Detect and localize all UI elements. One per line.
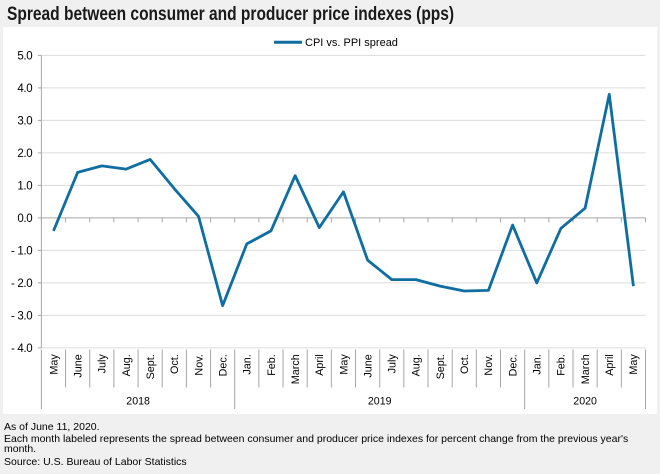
svg-text:2019: 2019 (368, 395, 392, 407)
svg-text:2020: 2020 (573, 395, 597, 407)
svg-text:2018: 2018 (126, 395, 150, 407)
svg-text:Feb.: Feb. (556, 354, 568, 376)
svg-text:CPI vs. PPI spread: CPI vs. PPI spread (305, 37, 398, 49)
svg-text:Nov.: Nov. (193, 354, 205, 375)
svg-text:Aug.: Aug. (411, 354, 423, 376)
svg-text:May: May (48, 354, 60, 375)
svg-text:Dec.: Dec. (217, 354, 229, 376)
svg-text:July: July (97, 354, 109, 374)
svg-text:Sept.: Sept. (145, 354, 157, 379)
svg-text:April: April (604, 354, 616, 376)
svg-text:May: May (628, 354, 640, 375)
svg-text:June: June (362, 354, 374, 377)
svg-text:Oct.: Oct. (169, 354, 181, 374)
svg-text:Sept.: Sept. (435, 354, 447, 379)
svg-text:March: March (580, 354, 592, 384)
svg-text:0.0: 0.0 (17, 213, 32, 225)
svg-text:Feb.: Feb. (266, 354, 278, 376)
svg-text:Jan.: Jan. (532, 354, 544, 374)
svg-text:4.0: 4.0 (17, 83, 32, 95)
svg-text:July: July (387, 354, 399, 374)
svg-text:- 2.0: - 2.0 (11, 278, 32, 290)
svg-text:June: June (72, 354, 84, 377)
svg-text:- 1.0: - 1.0 (11, 245, 32, 257)
svg-text:May: May (338, 354, 350, 375)
svg-text:Oct.: Oct. (459, 354, 471, 374)
svg-text:Jan.: Jan. (242, 354, 254, 374)
svg-text:April: April (314, 354, 326, 376)
svg-text:3.0: 3.0 (17, 115, 32, 127)
svg-text:5.0: 5.0 (17, 50, 32, 62)
svg-text:2.0: 2.0 (17, 148, 32, 160)
svg-text:Aug.: Aug. (121, 354, 133, 376)
svg-text:1.0: 1.0 (17, 180, 32, 192)
svg-text:March: March (290, 354, 302, 384)
svg-text:- 4.0: - 4.0 (11, 343, 32, 355)
svg-text:- 3.0: - 3.0 (11, 310, 32, 322)
svg-text:Nov.: Nov. (483, 354, 495, 375)
svg-text:Dec.: Dec. (507, 354, 519, 376)
